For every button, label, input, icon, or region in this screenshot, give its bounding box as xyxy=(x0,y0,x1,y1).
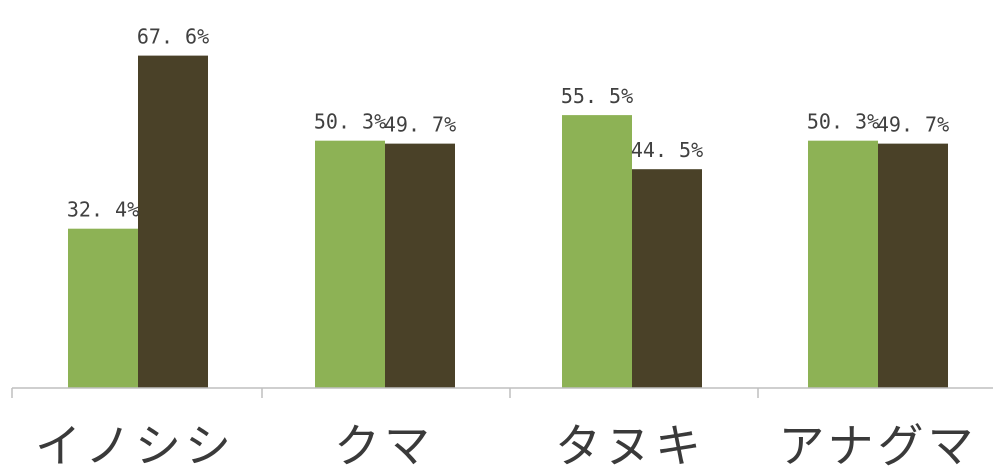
data-label-series1-1: 32. 4% xyxy=(67,198,139,222)
category-label-3: タヌキ xyxy=(555,419,705,473)
category-labels-layer: イノシシ クマ タヌキ アナグマ xyxy=(35,419,977,473)
bar-series2-2 xyxy=(385,143,455,388)
data-label-series1-4: 50. 3% xyxy=(807,110,879,134)
data-labels-layer: 32. 4% 50. 3% 55. 5% 50. 3% 67. 6% 49. 7% 44. … xyxy=(67,25,949,222)
bar-series2-1 xyxy=(138,55,208,388)
x-axis-ticks xyxy=(11,388,759,398)
data-label-series2-3: 44. 5% xyxy=(631,138,703,162)
bars-layer xyxy=(68,55,948,388)
data-label-series1-2: 50. 3% xyxy=(314,110,386,134)
bar-series1-1 xyxy=(68,228,138,388)
data-label-series2-4: 49. 7% xyxy=(877,113,949,137)
bar-series2-3 xyxy=(632,169,702,388)
bar-series1-2 xyxy=(315,140,385,388)
bar-series1-4 xyxy=(808,140,878,388)
bar-series2-4 xyxy=(878,143,948,388)
category-label-2: クマ xyxy=(334,419,434,473)
bar-series1-3 xyxy=(562,115,632,388)
category-label-1: イノシシ xyxy=(35,419,235,473)
data-label-series2-2: 49. 7% xyxy=(384,113,456,137)
data-label-series1-3: 55. 5% xyxy=(561,84,633,108)
data-label-series2-1: 67. 6% xyxy=(137,25,209,49)
category-label-4: アナグマ xyxy=(778,419,977,473)
